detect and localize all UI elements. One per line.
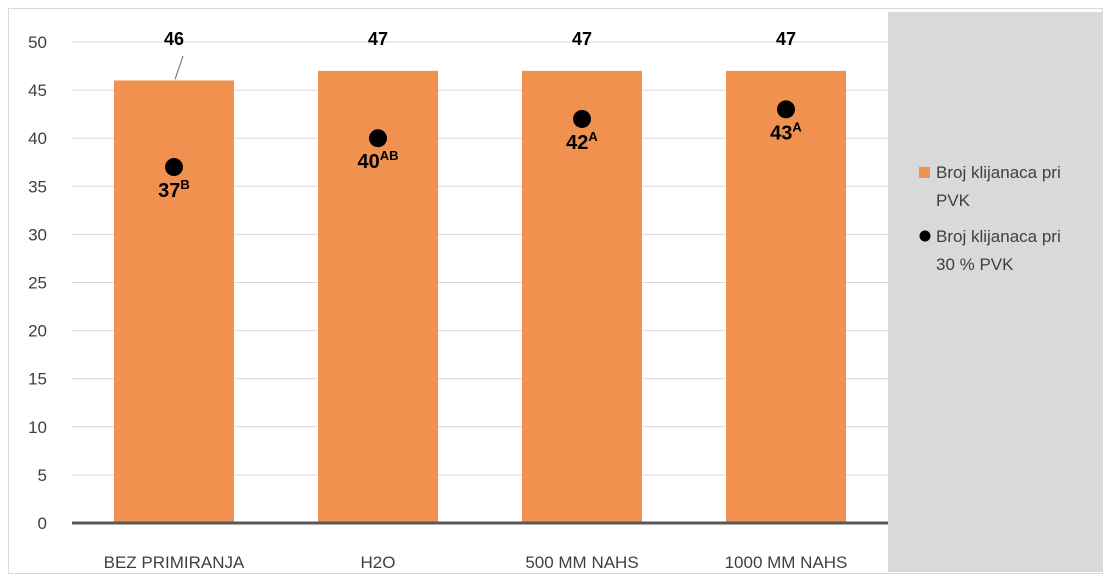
legend-panel	[888, 12, 1102, 572]
y-axis-ticks: 0 5 10 15 20 25 30 35 40 45 50	[28, 33, 47, 533]
bar	[522, 70, 642, 524]
legend: Broj klijanaca pri PVK Broj klijanaca pri 3…	[919, 163, 1061, 274]
legend-label: Broj klijanaca pri	[936, 163, 1061, 182]
y-tick-label: 15	[28, 370, 47, 389]
x-tick-label: BEZ PRIMIRANJA	[104, 553, 245, 572]
legend-label: Broj klijanaca pri	[936, 227, 1061, 246]
x-tick-label: 1000 MM NAHS	[725, 553, 848, 572]
point-data-label: 40AB	[357, 148, 398, 173]
y-tick-label: 5	[38, 466, 47, 485]
y-tick-label: 40	[28, 129, 47, 148]
y-tick-label: 45	[28, 81, 47, 100]
y-tick-label: 20	[28, 322, 47, 341]
leader-line	[174, 55, 184, 80]
y-tick-label: 10	[28, 418, 47, 437]
bar	[114, 80, 234, 523]
legend-label: 30 % PVK	[936, 255, 1014, 274]
data-point	[165, 158, 183, 177]
point-data-labels: 37B 40AB 42A 43A	[158, 119, 802, 202]
bar-data-labels: 46 47 47 47	[164, 29, 796, 49]
legend-swatch-bar	[919, 167, 930, 178]
bar-series	[114, 70, 846, 524]
y-tick-label: 0	[38, 514, 47, 533]
point-series	[165, 100, 795, 177]
data-point	[369, 129, 387, 148]
leader-lines	[174, 55, 184, 80]
x-axis-categories: BEZ PRIMIRANJA H2O 500 MM NAHS 1000 MM NAHS	[104, 553, 848, 572]
bar	[726, 70, 846, 524]
point-data-label: 42A	[566, 129, 598, 154]
point-data-label: 43A	[770, 119, 802, 144]
bar-data-label: 46	[164, 29, 184, 49]
x-tick-label: H2O	[361, 553, 396, 572]
y-tick-label: 25	[28, 274, 47, 293]
y-tick-label: 30	[28, 225, 47, 244]
bar-data-label: 47	[368, 29, 388, 49]
legend-label: PVK	[936, 191, 971, 210]
x-tick-label: 500 MM NAHS	[525, 553, 638, 572]
bar-data-label: 47	[776, 29, 796, 49]
legend-swatch-point	[919, 230, 931, 242]
data-point	[573, 109, 591, 128]
data-point	[777, 100, 795, 119]
bar-data-label: 47	[572, 29, 592, 49]
y-tick-label: 50	[28, 33, 47, 52]
point-data-label: 37B	[158, 177, 190, 202]
y-tick-label: 35	[28, 177, 47, 196]
